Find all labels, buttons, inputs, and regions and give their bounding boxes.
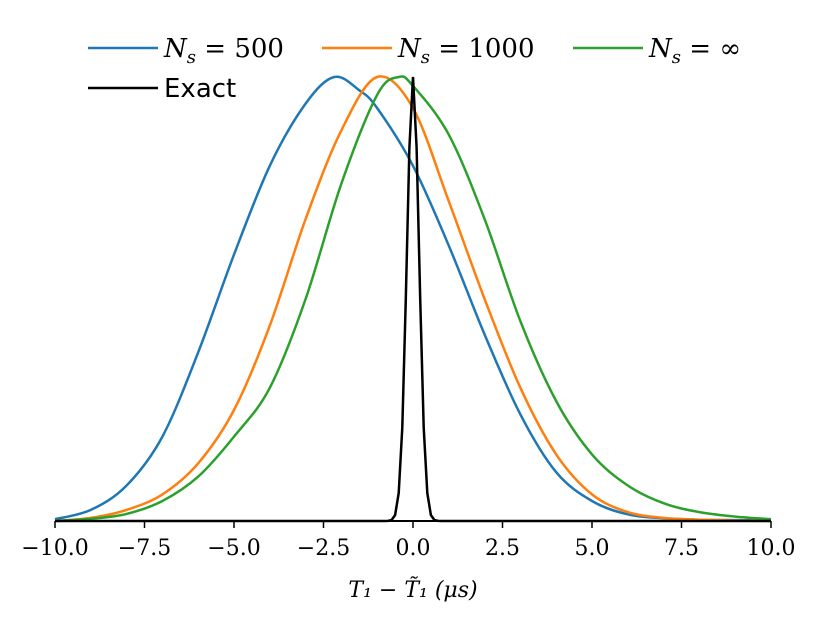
legend-label-0: Ns = 500 [163,34,284,68]
legend-label-1: Ns = 1000 [397,34,534,68]
x-tick-label: 0.0 [396,536,431,561]
x-tick-label: −7.5 [118,536,171,561]
x-axis-label: T₁ − T̃₁ (μs) [348,577,477,603]
series-line-3 [55,76,771,523]
series-line-2 [54,75,772,523]
legend: Ns = 500 Ns = 1000 Ns = ∞ Exact [88,34,741,104]
x-tick-label: 5.0 [575,536,610,561]
plot-curves [54,75,772,523]
series-line-0 [54,75,772,522]
x-tick-label: −5.0 [207,536,260,561]
series-line-1 [54,75,772,523]
x-tick-label: 10.0 [747,536,796,561]
x-axis-ticks: −10.0 −7.5 −5.0 −2.5 0.0 2.5 5.0 7.5 10.0 [21,521,795,561]
x-tick-label: −10.0 [21,536,88,561]
x-tick-label: 2.5 [485,536,520,561]
x-tick-label: −2.5 [297,536,350,561]
x-tick-label: 7.5 [664,536,699,561]
legend-label-2: Ns = ∞ [648,34,741,68]
legend-label-3: Exact [164,74,236,104]
